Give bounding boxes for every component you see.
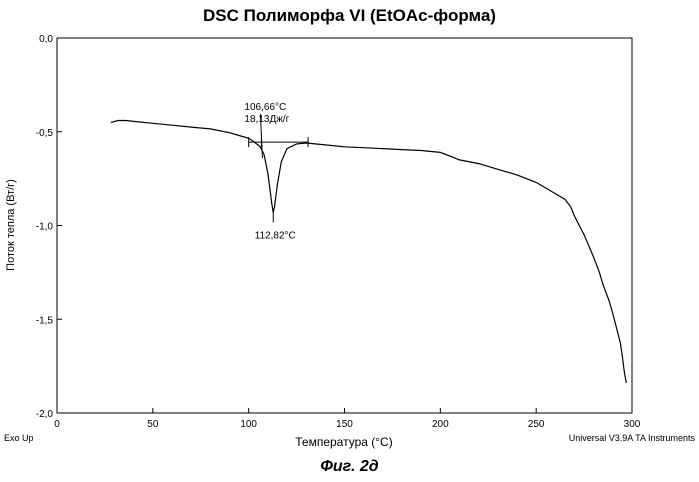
x-tick-label: 250 (528, 419, 545, 430)
peak-temperature-label: 112,82°C (255, 230, 296, 241)
series-layer (111, 121, 627, 384)
dsc-chart: 0 50 100 150 200 250 300 0,0 -0,5 -1,0 -1,5 -2,0 10… (0, 0, 699, 482)
enthalpy-label: 18,13Дж/г (244, 114, 289, 125)
x-tick-label: 150 (336, 419, 353, 430)
plot-frame (57, 38, 632, 413)
y-tick-label: -1,0 (36, 222, 54, 233)
y-tick-label: -0,5 (36, 128, 54, 139)
exo-up-note: Exo Up (4, 433, 34, 443)
x-axis-label: Температура (°C) (295, 435, 392, 449)
series-line-dsc (111, 121, 627, 384)
y-axis-label: Поток тепла (Вт/г) (5, 179, 17, 271)
onset-temperature-label: 106,66°C (244, 102, 286, 113)
x-tick-label: 100 (240, 419, 257, 430)
x-tick-label: 0 (54, 419, 60, 430)
instrument-note: Universal V3.9A TA Instruments (569, 433, 695, 443)
annotations-layer: 106,66°C18,13Дж/г 112,82°C (244, 102, 295, 241)
y-tick-label: -1,5 (36, 315, 54, 326)
x-tick-label: 300 (624, 419, 641, 430)
axes-frame (57, 38, 632, 413)
figure-caption: Фиг. 2д (0, 458, 699, 476)
y-tick-label: 0,0 (39, 34, 53, 45)
axis-ticks: 0 50 100 150 200 250 300 0,0 -0,5 -1,0 -1,5 -2,0 (36, 34, 641, 430)
y-tick-label: -2,0 (36, 409, 54, 420)
x-tick-label: 200 (432, 419, 449, 430)
x-tick-label: 50 (147, 419, 159, 430)
